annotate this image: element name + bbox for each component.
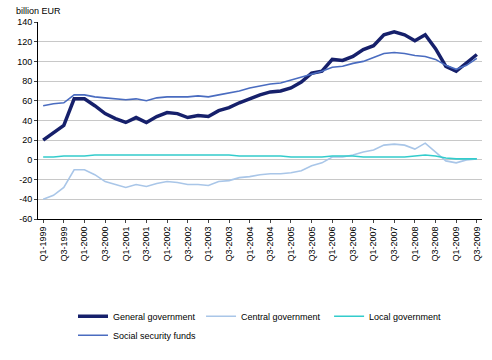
svg-text:60: 60	[22, 96, 32, 106]
svg-text:-40: -40	[19, 194, 32, 204]
svg-text:0: 0	[27, 155, 32, 165]
svg-text:Q1-2008: Q1-2008	[410, 227, 420, 262]
svg-text:Q1-1999: Q1-1999	[38, 227, 48, 262]
svg-text:Q3-2003: Q3-2003	[224, 227, 234, 262]
svg-text:120: 120	[17, 37, 32, 47]
svg-text:Q1-2009: Q1-2009	[451, 227, 461, 262]
svg-text:billion EUR: billion EUR	[16, 6, 61, 16]
svg-text:Q3-2008: Q3-2008	[430, 227, 440, 262]
svg-text:Central government: Central government	[241, 312, 321, 322]
svg-text:-60: -60	[19, 214, 32, 224]
svg-text:80: 80	[22, 76, 32, 86]
svg-text:Q3-2002: Q3-2002	[183, 227, 193, 262]
svg-text:40: 40	[22, 116, 32, 126]
svg-text:Social security funds: Social security funds	[113, 331, 196, 341]
svg-text:Q1-2000: Q1-2000	[79, 227, 89, 262]
svg-text:Q1-2004: Q1-2004	[245, 227, 255, 262]
svg-text:Q1-2002: Q1-2002	[162, 227, 172, 262]
svg-text:Q3-2004: Q3-2004	[265, 227, 275, 262]
svg-text:Q1-2005: Q1-2005	[286, 227, 296, 262]
svg-text:Q3-1999: Q3-1999	[59, 227, 69, 262]
svg-text:20: 20	[22, 135, 32, 145]
svg-text:Q1-2007: Q1-2007	[369, 227, 379, 262]
svg-text:100: 100	[17, 57, 32, 67]
svg-text:Q3-2001: Q3-2001	[141, 227, 151, 262]
svg-text:Q3-2009: Q3-2009	[472, 227, 482, 262]
svg-text:140: 140	[17, 17, 32, 27]
svg-text:-20: -20	[19, 175, 32, 185]
svg-text:Q1-2006: Q1-2006	[327, 227, 337, 262]
svg-text:Q3-2000: Q3-2000	[100, 227, 110, 262]
svg-text:Q3-2006: Q3-2006	[348, 227, 358, 262]
svg-text:Q1-2003: Q1-2003	[203, 227, 213, 262]
svg-text:Local government: Local government	[369, 312, 441, 322]
svg-text:General government: General government	[113, 312, 196, 322]
svg-text:Q1-2001: Q1-2001	[121, 227, 131, 262]
svg-text:Q3-2007: Q3-2007	[389, 227, 399, 262]
svg-text:Q3-2005: Q3-2005	[307, 227, 317, 262]
